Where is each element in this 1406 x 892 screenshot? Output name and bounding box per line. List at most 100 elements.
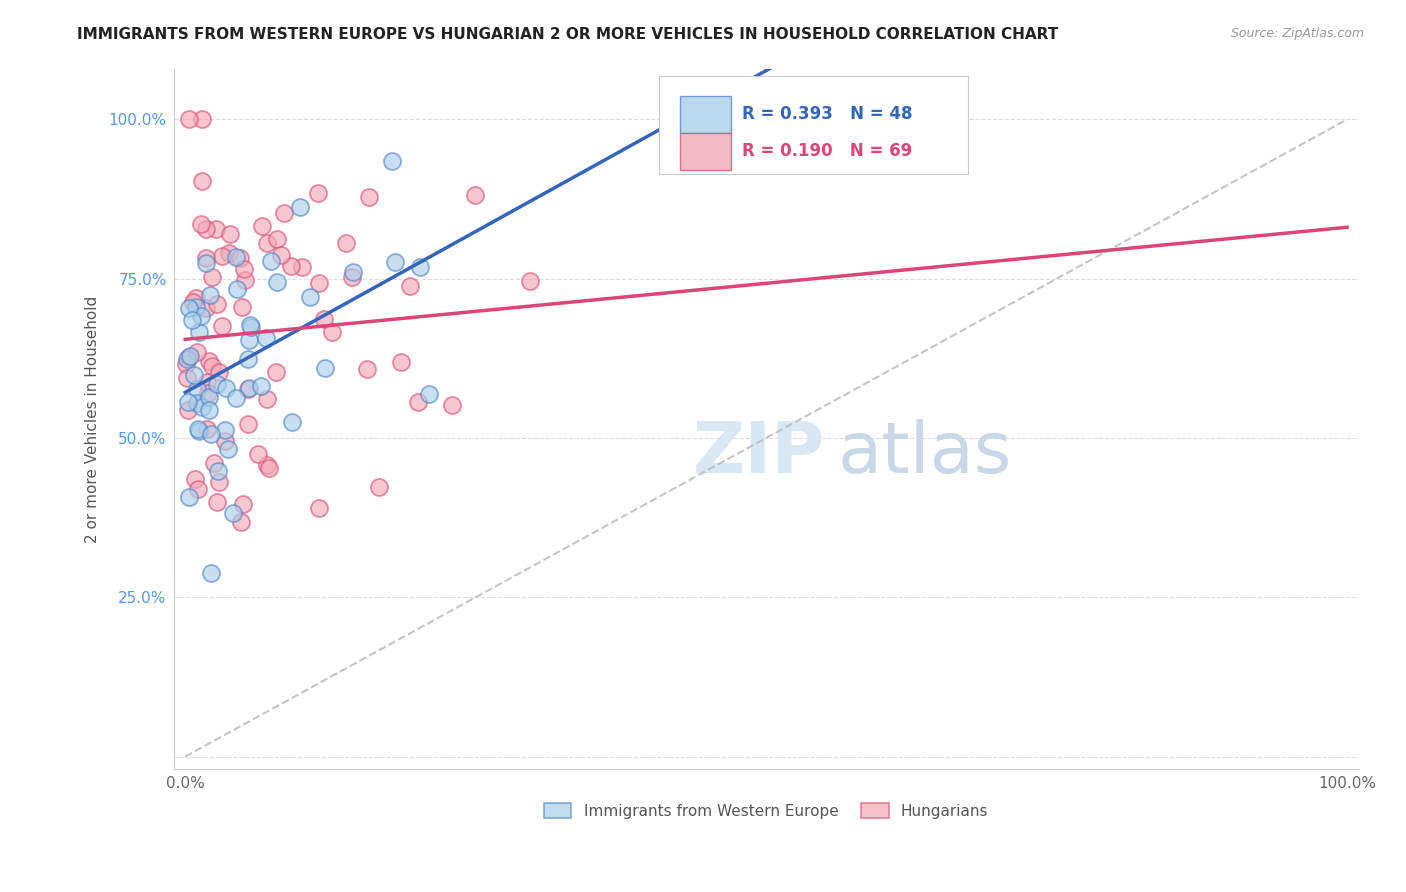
Point xyxy=(240,319,263,334)
Point xyxy=(186,396,208,410)
Point xyxy=(197,354,219,368)
Point xyxy=(340,270,363,285)
Point xyxy=(312,312,335,326)
Point xyxy=(236,352,259,367)
Point xyxy=(184,300,207,314)
Point xyxy=(181,294,204,309)
Point xyxy=(308,276,330,290)
Point xyxy=(176,395,198,409)
Point xyxy=(308,500,330,515)
Point xyxy=(195,422,218,436)
Point xyxy=(200,427,222,442)
Point xyxy=(238,333,260,347)
Point xyxy=(219,227,242,241)
Point xyxy=(202,456,225,470)
Point xyxy=(238,382,260,396)
Point xyxy=(214,381,236,395)
Point xyxy=(464,188,486,202)
Point xyxy=(314,361,336,376)
Point xyxy=(176,371,198,385)
Point xyxy=(177,301,200,316)
Point xyxy=(273,206,295,220)
Point xyxy=(233,273,256,287)
Point xyxy=(183,472,205,486)
Point xyxy=(236,417,259,431)
Point xyxy=(250,379,273,393)
Point xyxy=(176,352,198,367)
Point xyxy=(187,422,209,436)
Text: R = 0.393   N = 48: R = 0.393 N = 48 xyxy=(742,105,912,123)
Point xyxy=(256,236,278,251)
Point xyxy=(225,250,247,264)
Text: Source: ZipAtlas.com: Source: ZipAtlas.com xyxy=(1230,27,1364,40)
Point xyxy=(264,365,287,379)
Point xyxy=(335,235,357,250)
Point xyxy=(197,375,219,389)
Point xyxy=(179,112,201,127)
Point xyxy=(266,276,288,290)
Point xyxy=(381,154,404,169)
Text: R = 0.190   N = 69: R = 0.190 N = 69 xyxy=(742,143,912,161)
Point xyxy=(195,251,218,265)
Point xyxy=(188,424,211,438)
Point xyxy=(198,391,221,405)
Point xyxy=(187,482,209,496)
Point xyxy=(201,359,224,373)
Point xyxy=(232,262,254,277)
Point xyxy=(281,415,304,429)
Point xyxy=(259,461,281,475)
Point xyxy=(418,386,440,401)
Point xyxy=(214,423,236,437)
Point xyxy=(229,515,252,529)
Point xyxy=(238,381,260,395)
Point xyxy=(197,386,219,401)
Point xyxy=(200,287,222,301)
Point xyxy=(321,325,343,339)
Point xyxy=(291,260,314,275)
Point xyxy=(398,278,420,293)
Point xyxy=(186,382,208,396)
Point xyxy=(389,355,412,369)
Legend: Immigrants from Western Europe, Hungarians: Immigrants from Western Europe, Hungaria… xyxy=(537,797,994,825)
Point xyxy=(250,219,273,233)
Point xyxy=(226,281,249,295)
Point xyxy=(368,480,391,494)
Point xyxy=(194,222,217,236)
Point xyxy=(254,331,277,345)
Point xyxy=(211,249,233,263)
Point xyxy=(184,291,207,305)
Text: atlas: atlas xyxy=(837,419,1011,489)
Point xyxy=(207,464,229,478)
Point xyxy=(225,391,247,405)
Point xyxy=(280,259,302,273)
Point xyxy=(342,265,364,279)
Point xyxy=(359,190,381,204)
Point xyxy=(183,368,205,382)
FancyBboxPatch shape xyxy=(679,133,731,169)
Point xyxy=(177,350,200,364)
Point xyxy=(266,232,288,246)
Point xyxy=(211,318,233,333)
Point xyxy=(256,392,278,407)
Point xyxy=(191,174,214,188)
Point xyxy=(205,221,228,235)
Point xyxy=(205,376,228,391)
Point xyxy=(188,326,211,340)
Point xyxy=(190,217,212,231)
Point xyxy=(190,310,212,324)
Point xyxy=(356,361,378,376)
Text: IMMIGRANTS FROM WESTERN EUROPE VS HUNGARIAN 2 OR MORE VEHICLES IN HOUSEHOLD CORR: IMMIGRANTS FROM WESTERN EUROPE VS HUNGAR… xyxy=(77,27,1059,42)
Y-axis label: 2 or more Vehicles in Household: 2 or more Vehicles in Household xyxy=(86,295,100,542)
Point xyxy=(214,434,236,448)
Point xyxy=(208,475,231,489)
Point xyxy=(256,458,278,472)
FancyBboxPatch shape xyxy=(679,96,731,133)
Point xyxy=(307,186,329,200)
Point xyxy=(260,254,283,268)
Point xyxy=(409,260,432,274)
Point xyxy=(406,395,429,409)
Point xyxy=(201,270,224,285)
Point xyxy=(441,398,464,412)
Point xyxy=(198,403,221,417)
Point xyxy=(179,490,201,504)
